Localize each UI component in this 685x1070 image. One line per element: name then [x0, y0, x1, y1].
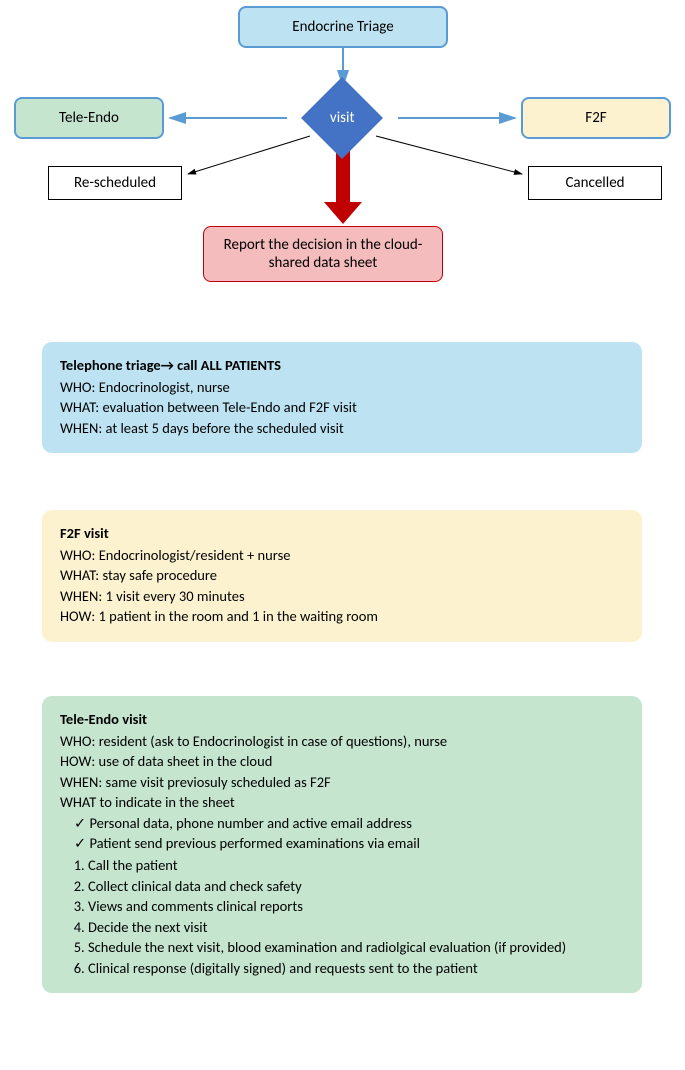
- node-report: Report the decision in the cloud-shared …: [203, 226, 443, 282]
- box-check-item: Personal data, phone number and active e…: [74, 814, 624, 834]
- box-f2f-visit: F2F visit WHO: Endocrinologist/resident …: [42, 510, 642, 642]
- box-list-item: Collect clinical data and check safety: [88, 877, 624, 897]
- box-telephone-triage: Telephone triage→ call ALL PATIENTS WHO:…: [42, 342, 642, 453]
- box-line: WHAT: evaluation between Tele-Endo and F…: [60, 398, 624, 418]
- node-endocrine-triage: Endocrine Triage: [238, 6, 448, 48]
- node-label: visit: [330, 109, 355, 127]
- node-visit-diamond: visit: [301, 77, 383, 159]
- node-tele-endo: Tele-Endo: [14, 97, 164, 139]
- box-list-item: Decide the next visit: [88, 918, 624, 938]
- node-label: Tele-Endo: [59, 109, 119, 127]
- box-list-item: Views and comments clinical reports: [88, 897, 624, 917]
- node-label: Cancelled: [565, 174, 624, 192]
- box-title: Tele-Endo visit: [60, 710, 624, 730]
- box-check-item: Patient send previous performed examinat…: [74, 834, 624, 854]
- box-line: WHO: Endocrinologist/resident + nurse: [60, 546, 624, 566]
- box-line: WHAT to indicate in the sheet: [60, 793, 624, 813]
- box-title: F2F visit: [60, 524, 624, 544]
- box-line: WHEN: same visit previosuly scheduled as…: [60, 773, 624, 793]
- box-list-item: Clinical response (digitally signed) and…: [88, 959, 624, 979]
- node-cancelled: Cancelled: [528, 166, 662, 200]
- box-line: HOW: use of data sheet in the cloud: [60, 752, 624, 772]
- box-line: WHAT: stay safe procedure: [60, 566, 624, 586]
- box-line: WHO: resident (ask to Endocrinologist in…: [60, 732, 624, 752]
- box-list-item: Call the patient: [88, 856, 624, 876]
- node-rescheduled: Re-scheduled: [48, 166, 182, 200]
- box-line: WHEN: 1 visit every 30 minutes: [60, 587, 624, 607]
- node-label: Report the decision in the cloud-shared …: [208, 236, 438, 272]
- node-f2f: F2F: [521, 97, 671, 139]
- box-tele-endo-visit: Tele-Endo visit WHO: resident (ask to En…: [42, 696, 642, 993]
- box-line: HOW: 1 patient in the room and 1 in the …: [60, 607, 624, 627]
- node-label: Endocrine Triage: [292, 18, 393, 36]
- box-line: WHO: Endocrinologist, nurse: [60, 378, 624, 398]
- box-numbered-list: Call the patient Collect clinical data a…: [88, 856, 624, 978]
- box-list-item: Schedule the next visit, blood examinati…: [88, 938, 624, 958]
- node-label: Re-scheduled: [74, 174, 156, 192]
- box-line: WHEN: at least 5 days before the schedul…: [60, 419, 624, 439]
- box-title: Telephone triage→ call ALL PATIENTS: [60, 356, 624, 376]
- node-label: F2F: [585, 109, 606, 127]
